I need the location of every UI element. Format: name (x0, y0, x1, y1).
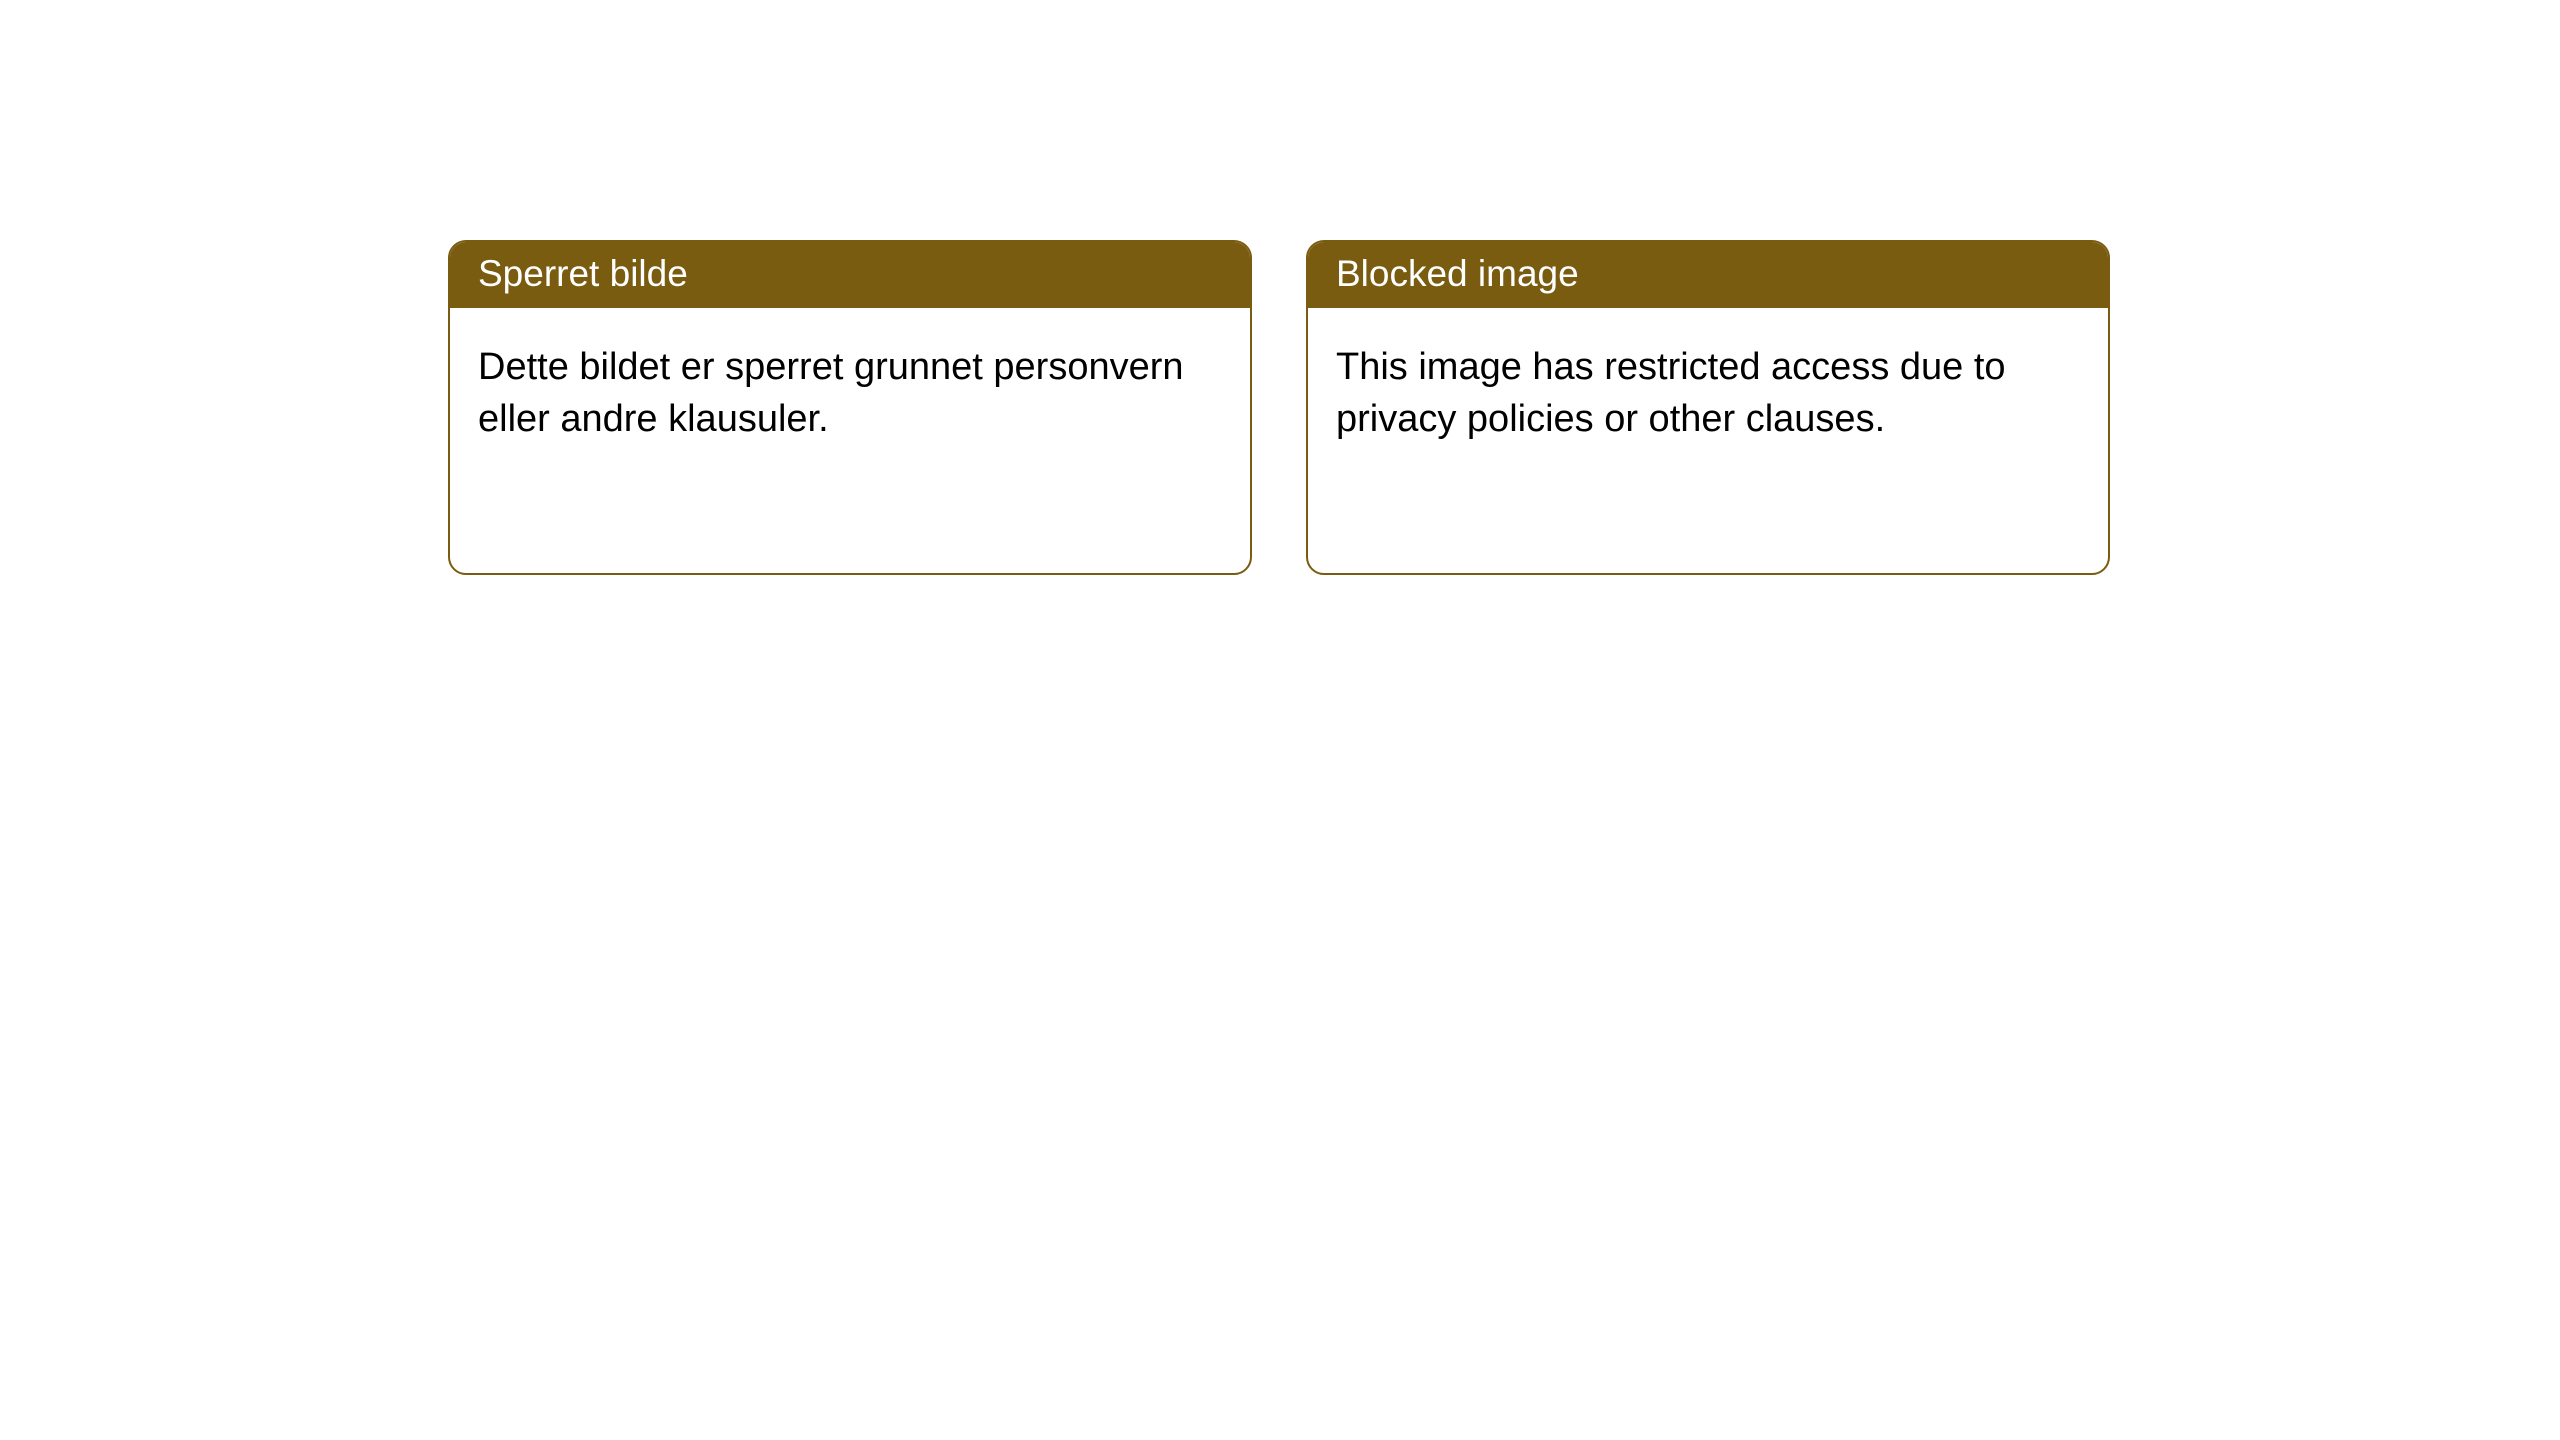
notice-container: Sperret bilde Dette bildet er sperret gr… (0, 0, 2560, 575)
notice-card-norwegian: Sperret bilde Dette bildet er sperret gr… (448, 240, 1252, 575)
notice-card-english: Blocked image This image has restricted … (1306, 240, 2110, 575)
notice-body-norwegian: Dette bildet er sperret grunnet personve… (450, 308, 1250, 479)
notice-title-norwegian: Sperret bilde (450, 242, 1250, 308)
notice-title-english: Blocked image (1308, 242, 2108, 308)
notice-body-english: This image has restricted access due to … (1308, 308, 2108, 479)
